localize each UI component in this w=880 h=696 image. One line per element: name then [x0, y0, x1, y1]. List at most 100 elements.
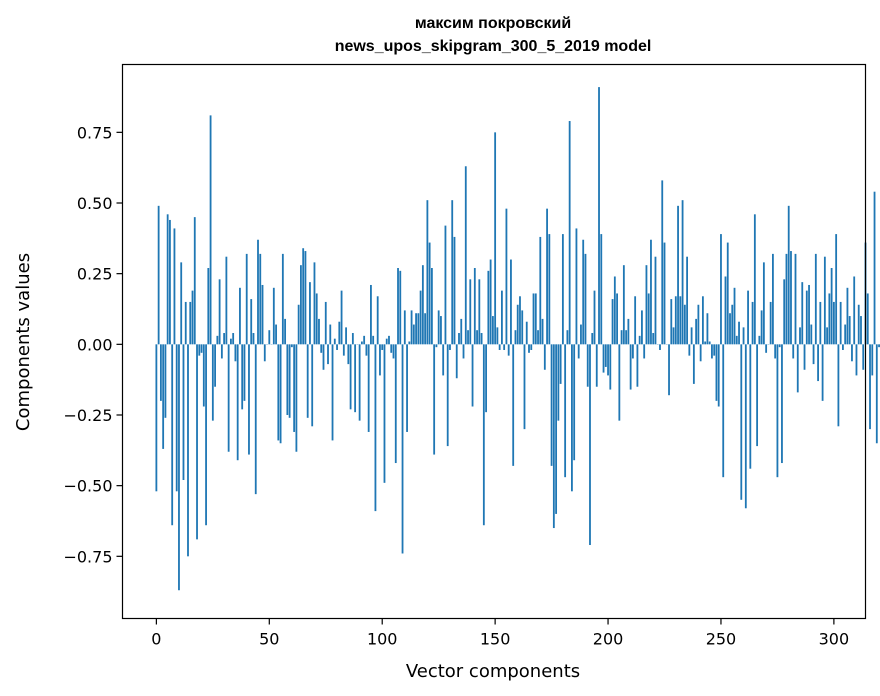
bar: [555, 344, 558, 514]
bar: [641, 310, 643, 345]
bar: [234, 344, 237, 362]
bar: [449, 344, 451, 350]
bar: [552, 344, 555, 529]
bar: [473, 268, 476, 345]
y-tick-label: 0.50: [77, 194, 113, 213]
bar: [749, 344, 752, 469]
bar: [360, 341, 363, 345]
bar: [688, 344, 691, 356]
bar: [704, 341, 707, 345]
bar: [828, 293, 831, 345]
bar: [159, 344, 162, 401]
bar: [345, 327, 347, 345]
bar: [187, 344, 189, 557]
bar: [379, 344, 381, 376]
bar: [198, 344, 201, 356]
bar: [275, 324, 277, 345]
x-tick-label: 0: [151, 630, 161, 649]
bar: [575, 228, 578, 345]
bar: [433, 344, 436, 455]
bar: [753, 214, 756, 345]
bar: [706, 313, 709, 345]
bar: [672, 327, 675, 345]
bar: [622, 265, 625, 345]
bar: [480, 333, 483, 345]
bar: [548, 234, 551, 345]
bar: [584, 253, 587, 345]
bar: [245, 253, 248, 345]
bar: [611, 299, 614, 345]
bar: [318, 318, 320, 345]
bar: [663, 242, 666, 345]
bar: [695, 318, 698, 345]
x-tick-label: 150: [480, 630, 511, 649]
bar: [819, 301, 822, 345]
bar: [243, 344, 246, 401]
bar: [399, 270, 402, 345]
bar: [670, 299, 673, 345]
y-tick-label: −0.75: [63, 547, 112, 566]
bar: [604, 344, 607, 367]
bar-series: [155, 87, 880, 591]
bar: [302, 248, 305, 345]
bar: [674, 296, 677, 345]
bar: [654, 256, 657, 345]
bar: [200, 344, 203, 353]
bar: [498, 344, 501, 350]
bar: [374, 344, 377, 512]
bar: [430, 268, 433, 345]
bar: [327, 344, 329, 365]
bar: [320, 344, 323, 353]
bar: [288, 344, 291, 418]
bar: [284, 318, 287, 345]
bar: [577, 344, 580, 359]
y-tick-label: 0.00: [77, 335, 113, 354]
bar: [521, 310, 524, 345]
bar: [683, 304, 686, 345]
bar: [681, 200, 684, 345]
bar: [300, 265, 302, 345]
bar: [541, 318, 544, 345]
bar: [636, 344, 639, 387]
bar: [444, 225, 447, 345]
bar: [589, 344, 591, 546]
bar: [232, 333, 235, 345]
bar: [720, 234, 722, 345]
bar: [351, 333, 354, 345]
bar: [191, 290, 194, 345]
bar: [173, 228, 176, 345]
bar: [796, 344, 799, 393]
bar: [751, 301, 754, 345]
bar: [196, 344, 198, 540]
bar: [205, 344, 207, 526]
bar: [855, 344, 858, 376]
bar: [862, 344, 865, 370]
bar: [832, 301, 835, 345]
bar: [367, 344, 370, 432]
x-axis-label: Vector components: [406, 661, 580, 682]
bar: [485, 344, 487, 413]
bar: [365, 344, 368, 356]
bar: [315, 293, 318, 345]
bar: [458, 333, 460, 345]
bar: [559, 344, 562, 384]
bar: [869, 344, 871, 430]
bar: [469, 279, 472, 345]
bar: [744, 344, 747, 509]
bar: [713, 344, 716, 356]
bar: [272, 287, 275, 345]
bar: [329, 324, 332, 345]
bar: [220, 344, 223, 359]
bar: [295, 344, 298, 452]
bar: [740, 344, 743, 500]
bar: [478, 279, 481, 345]
bar: [381, 344, 384, 350]
bar: [697, 304, 700, 345]
bar: [561, 234, 564, 345]
bar: [178, 344, 180, 591]
bar: [239, 287, 241, 345]
bar: [349, 344, 352, 410]
bar: [692, 344, 695, 384]
bar: [866, 293, 869, 345]
bar: [171, 344, 174, 526]
